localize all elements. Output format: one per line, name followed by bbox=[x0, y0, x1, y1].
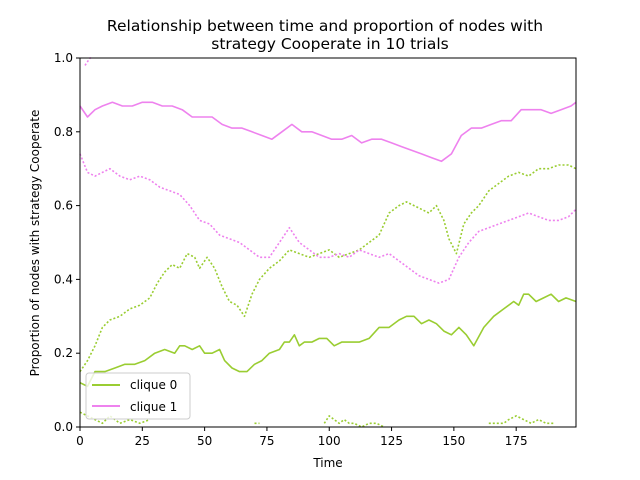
x-tick-label: 50 bbox=[197, 434, 212, 448]
series-line-clique-1-dotted-4 bbox=[84, 57, 93, 66]
chart-title-line-1: Relationship between time and proportion… bbox=[107, 17, 543, 35]
series-line-clique-0-solid-0 bbox=[79, 293, 577, 388]
x-axis-ticks: 0 25 50 75 100 125 150 175 bbox=[76, 427, 528, 448]
y-tick-label: 1.0 bbox=[54, 51, 73, 65]
plot-series bbox=[79, 57, 577, 428]
x-tick-label: 175 bbox=[505, 434, 528, 448]
y-tick-label: 0.4 bbox=[54, 272, 73, 286]
y-axis-ticks: 0.0 0.2 0.4 0.6 0.8 1.0 bbox=[54, 51, 80, 434]
y-tick-label: 0.8 bbox=[54, 125, 73, 139]
x-tick-label: 125 bbox=[380, 434, 403, 448]
x-axis-label: Time bbox=[312, 456, 342, 470]
series-line-clique-1-dotted-3 bbox=[79, 153, 577, 284]
legend-label-clique-0: clique 0 bbox=[130, 378, 177, 392]
x-tick-label: 0 bbox=[76, 434, 84, 448]
x-tick-label: 150 bbox=[442, 434, 465, 448]
y-tick-label: 0.2 bbox=[54, 346, 73, 360]
series-line-clique-0-dotted-7 bbox=[323, 415, 385, 428]
x-tick-label: 75 bbox=[259, 434, 274, 448]
x-tick-label: 25 bbox=[135, 434, 150, 448]
x-tick-label: 100 bbox=[318, 434, 341, 448]
series-line-clique-1-solid-1 bbox=[79, 101, 577, 163]
series-line-clique-0-dotted-5 bbox=[79, 411, 151, 425]
plot-area-frame bbox=[79, 57, 577, 428]
chart-title-line-2: strategy Cooperate in 10 trials bbox=[211, 35, 449, 53]
legend-label-clique-1: clique 1 bbox=[130, 400, 177, 414]
y-tick-label: 0.6 bbox=[54, 199, 73, 213]
series-line-clique-0-dotted-2 bbox=[79, 164, 577, 373]
series-line-clique-0-dotted-8 bbox=[488, 415, 554, 425]
y-axis-label: Proportion of nodes with strategy Cooper… bbox=[28, 110, 42, 377]
y-tick-label: 0.0 bbox=[54, 420, 73, 434]
legend: clique 0 clique 1 bbox=[85, 372, 191, 420]
